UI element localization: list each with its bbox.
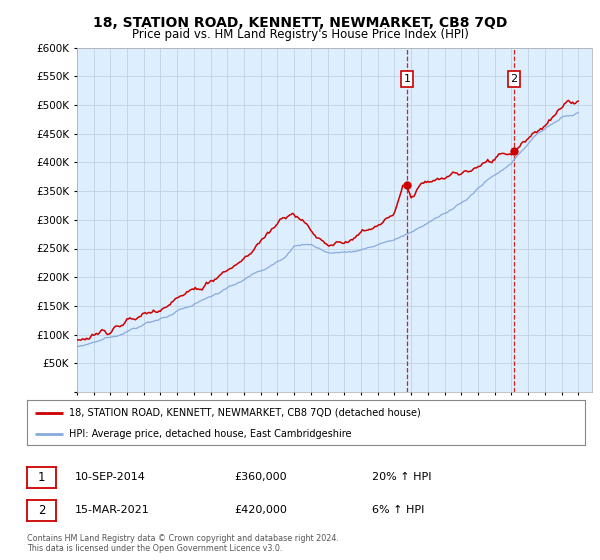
Text: 18, STATION ROAD, KENNETT, NEWMARKET, CB8 7QD: 18, STATION ROAD, KENNETT, NEWMARKET, CB… — [93, 16, 507, 30]
Text: 2: 2 — [511, 74, 518, 84]
Text: 10-SEP-2014: 10-SEP-2014 — [75, 472, 146, 482]
Text: 1: 1 — [403, 74, 410, 84]
Text: £420,000: £420,000 — [234, 505, 287, 515]
Text: 1: 1 — [38, 471, 45, 484]
Text: 6% ↑ HPI: 6% ↑ HPI — [372, 505, 424, 515]
Text: 18, STATION ROAD, KENNETT, NEWMARKET, CB8 7QD (detached house): 18, STATION ROAD, KENNETT, NEWMARKET, CB… — [69, 408, 421, 418]
Text: 15-MAR-2021: 15-MAR-2021 — [75, 505, 150, 515]
Text: 2: 2 — [38, 503, 45, 517]
Text: Contains HM Land Registry data © Crown copyright and database right 2024.
This d: Contains HM Land Registry data © Crown c… — [27, 534, 339, 553]
Text: 20% ↑ HPI: 20% ↑ HPI — [372, 472, 431, 482]
Text: HPI: Average price, detached house, East Cambridgeshire: HPI: Average price, detached house, East… — [69, 429, 352, 439]
Text: £360,000: £360,000 — [234, 472, 287, 482]
Text: Price paid vs. HM Land Registry's House Price Index (HPI): Price paid vs. HM Land Registry's House … — [131, 28, 469, 41]
